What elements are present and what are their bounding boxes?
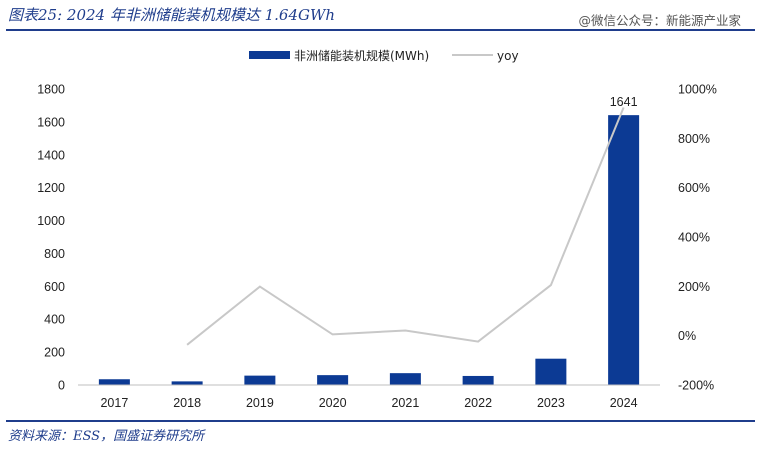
legend-line-label: yoy [497,49,519,63]
source-rule [6,420,755,422]
figure-title: 图表25: 2024 年非洲储能装机规模达 1.64GWh [8,6,336,24]
data-labels: 1641 [610,95,638,109]
legend: 非洲储能装机规模(MWh) yoy [249,48,519,63]
y-left-tick-label: 1400 [37,148,65,162]
bar-2017 [98,379,130,385]
y-right-tick-label: 800% [678,132,710,146]
x-axis: 2017 2018 2019 2020 2021 2022 2023 2024 [78,384,660,410]
yoy-line [186,107,625,346]
y-left-tick-label: 200 [44,346,65,360]
y-left-tick-label: 0 [58,379,65,393]
bar-2019 [244,375,276,385]
title-rule [6,29,755,31]
bar-2021 [389,373,421,385]
y-right-tick-label: 600% [678,181,710,195]
x-tick-label: 2024 [610,396,638,410]
y-right-tick-label: 0% [678,329,696,343]
bar-2022 [462,375,494,385]
x-tick-label: 2023 [537,396,565,410]
y-left-tick-label: 400 [44,313,65,327]
y-right-tick-label: 400% [678,231,710,245]
legend-bar-label: 非洲储能装机规模(MWh) [294,48,429,63]
y-left-tick-label: 1000 [37,214,65,228]
data-label-2024: 1641 [610,95,638,109]
y-left-tick-label: 1800 [37,83,65,97]
watermark-text: @微信公众号：新能源产业家 [578,13,741,28]
yoy-series [186,107,625,346]
y-right-tick-label: 200% [678,280,710,294]
legend-bar-swatch [249,51,290,59]
y-left-tick-label: 600 [44,280,65,294]
x-tick-label: 2019 [246,396,274,410]
y-left-tick-label: 1200 [37,181,65,195]
x-tick-label: 2020 [319,396,347,410]
x-tick-label: 2017 [100,396,128,410]
bar-2020 [317,375,349,385]
bar-2018 [171,381,203,385]
y-left-tick-label: 800 [44,247,65,261]
x-tick-label: 2021 [391,396,419,410]
y-right-tick-label: 1000% [678,83,717,97]
y-left-tick-label: 1600 [37,115,65,129]
bar-series [98,115,640,385]
x-tick-label: 2018 [173,396,201,410]
y-right-axis: -200% 0% 200% 400% 600% 800% 1000% [678,83,717,393]
y-right-tick-label: -200% [678,379,714,393]
x-tick-label: 2022 [464,396,492,410]
source-note: 资料来源：ESS，国盛证券研究所 [8,429,205,444]
bar-2023 [535,358,567,385]
y-left-axis: 0 200 400 600 800 1000 1200 1400 1600 1800 [37,83,65,393]
bar-2024 [608,115,640,385]
